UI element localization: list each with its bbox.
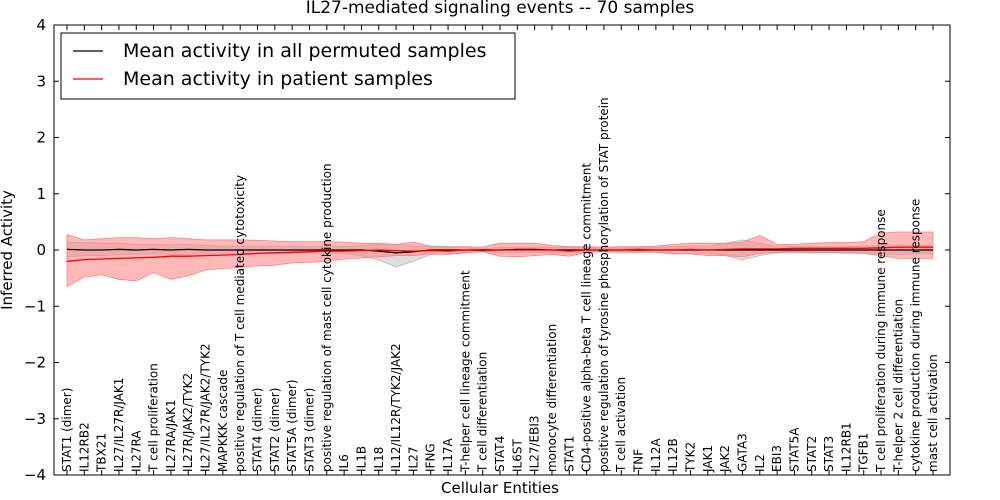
x-category-label: STAT1	[562, 436, 576, 472]
x-category-label: IL12B	[666, 438, 680, 472]
x-category-label: JAK1	[701, 445, 715, 473]
x-category-label: CD4-positive alpha-beta T cell lineage c…	[580, 163, 594, 472]
x-category-label: TNF	[632, 449, 646, 473]
series-lines	[66, 246, 933, 262]
y-tick-label: −4	[24, 466, 46, 484]
y-tick-label: 2	[36, 129, 46, 147]
x-category-label: TBX21	[95, 433, 109, 473]
x-category-label: T cell proliferation	[147, 363, 161, 473]
x-category-label: STAT1 (dimer)	[60, 388, 74, 472]
y-axis: −4 −3 −2 −1 0 1 2 3 4	[24, 16, 950, 484]
x-category-label: IL27/EBI3	[528, 415, 542, 472]
x-category-label: STAT5A	[787, 427, 801, 472]
y-tick-label: 1	[36, 185, 46, 203]
x-category-label: STAT5A (dimer)	[285, 379, 299, 472]
y-tick-label: −1	[24, 297, 46, 315]
x-category-label: mast cell activation	[926, 354, 940, 472]
x-category-label: IL6	[337, 454, 351, 472]
x-category-label: GATA3	[736, 433, 750, 472]
x-category-label: TGFB1	[857, 433, 871, 473]
x-category-label: IL2	[753, 454, 767, 472]
x-category-label: monocyte differentiation	[545, 324, 559, 472]
legend-label-permuted: Mean activity in all permuted samples	[123, 40, 486, 62]
legend-box	[60, 32, 516, 100]
x-category-label: IL18	[372, 447, 386, 473]
x-category-label: positive regulation of T cell mediated c…	[233, 175, 247, 472]
legend: Mean activity in all permuted samples Me…	[60, 32, 516, 100]
x-category-label: IL27/IL27R/JAK2/TYK2	[199, 343, 213, 472]
chart-title: IL27-mediated signaling events -- 70 sam…	[306, 0, 695, 18]
x-category-label: STAT3	[822, 436, 836, 472]
x-category-label: T cell differentiation	[476, 352, 490, 473]
line-series-1	[66, 246, 933, 262]
x-category-label: IL27/IL27R/JAK1	[112, 378, 126, 472]
y-tick-label: 4	[36, 16, 46, 34]
x-category-label: IL27RA/JAK1	[164, 399, 178, 472]
x-category-label: T cell proliferation during immune respo…	[874, 209, 888, 473]
x-category-label: IL12/IL12R/TYK2/JAK2	[389, 343, 403, 472]
x-category-label: IL12RB2	[77, 422, 91, 472]
y-axis-title: Inferred Activity	[0, 190, 16, 310]
x-axis-title: Cellular Entities	[441, 479, 559, 497]
x-category-label: IL1B	[354, 446, 368, 472]
x-category-label: STAT4	[493, 436, 507, 472]
x-category-label: TYK2	[684, 442, 698, 473]
x-category-label: STAT3 (dimer)	[303, 388, 317, 472]
x-category-label: positive regulation of mast cell cytokin…	[320, 163, 334, 472]
x-category-label: IL6ST	[510, 439, 524, 472]
x-axis: STAT1 (dimer) IL12RB2 TBX21 IL27/IL27R/JAK1…	[60, 25, 940, 475]
x-category-label: IL27	[406, 447, 420, 473]
x-category-label: IL12A	[649, 438, 663, 472]
x-category-label: STAT2 (dimer)	[268, 388, 282, 472]
x-category-label: IL27R/JAK2/TYK2	[181, 373, 195, 472]
x-category-label: JAK2	[718, 445, 732, 473]
confidence-bands	[66, 231, 934, 288]
x-category-label: T-helper 2 cell differentiation	[891, 299, 905, 473]
band-series-1	[66, 231, 934, 288]
x-category-label: cytokine production during immune respon…	[909, 199, 923, 472]
x-category-label: IL27RA	[129, 430, 143, 472]
legend-label-patient: Mean activity in patient samples	[123, 68, 433, 90]
x-category-label: positive regulation of tyrosine phosphor…	[597, 97, 611, 472]
y-tick-label: 0	[36, 241, 46, 259]
x-category-label: STAT2	[805, 436, 819, 472]
y-tick-label: 3	[36, 72, 46, 90]
x-category-label: IL12RB1	[839, 422, 853, 472]
x-category-label: T cell activation	[614, 377, 628, 473]
y-tick-label: −2	[24, 354, 46, 372]
x-category-label: IFNG	[424, 443, 438, 472]
x-category-label: IL17A	[441, 437, 455, 471]
x-category-label: MAPKKK cascade	[216, 370, 230, 472]
x-category-label: EBI3	[770, 445, 784, 472]
y-tick-label: −3	[24, 410, 46, 428]
x-category-label: T-helper cell lineage commitment	[458, 270, 472, 473]
x-category-label: STAT4 (dimer)	[251, 388, 265, 472]
